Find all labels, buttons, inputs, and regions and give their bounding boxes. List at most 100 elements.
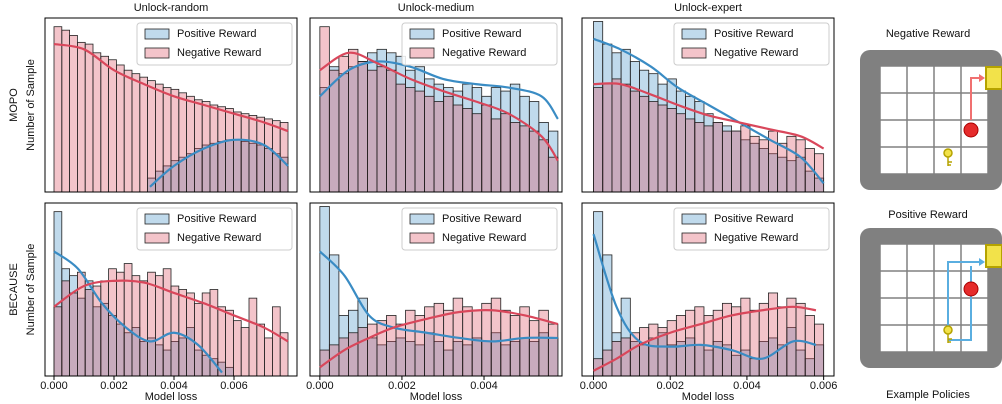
legend-swatch	[682, 48, 706, 58]
x-axis-label: Model loss	[145, 391, 198, 403]
bar	[358, 328, 368, 376]
bar	[612, 79, 621, 192]
bar	[741, 298, 750, 376]
bar	[510, 315, 520, 376]
bar	[529, 131, 539, 192]
legend-swatch	[410, 48, 434, 58]
bar	[233, 112, 241, 192]
bar	[453, 105, 463, 192]
bar	[329, 70, 339, 192]
bar	[194, 100, 202, 192]
bar	[722, 131, 731, 192]
bar	[444, 310, 454, 376]
bar	[226, 108, 234, 192]
bar	[257, 324, 265, 376]
x-tick-label: 0.000	[306, 380, 334, 392]
bar	[722, 303, 731, 376]
x-tick-label: 0.004	[470, 380, 498, 392]
legend-swatch	[682, 29, 706, 39]
panel: Unlock-mediumPositive RewardNegative Rew…	[310, 2, 562, 192]
bar	[272, 307, 280, 376]
bar	[85, 290, 93, 377]
bar	[520, 126, 530, 192]
ball	[964, 123, 978, 137]
panel-title: Unlock-random	[134, 2, 209, 14]
bar	[787, 136, 796, 192]
bar	[406, 88, 416, 192]
bar	[630, 91, 639, 192]
x-tick-label: 0.002	[100, 380, 128, 392]
legend-label: Negative Reward	[177, 232, 261, 244]
bar	[387, 70, 397, 192]
legend-label: Negative Reward	[177, 47, 261, 59]
bar	[85, 44, 93, 192]
bar	[320, 27, 330, 192]
panel: Unlock-randomMOPONumber of SamplePositiv…	[8, 2, 297, 192]
legend-label: Positive Reward	[442, 213, 521, 225]
y-axis-label: Number of Sample	[25, 244, 37, 336]
bar	[218, 107, 226, 192]
bar	[77, 42, 85, 192]
bar	[482, 303, 492, 376]
bar	[463, 307, 473, 376]
x-tick-label: 0.004	[160, 380, 188, 392]
bar	[472, 310, 482, 376]
bar	[124, 70, 132, 192]
x-tick-label: 0.004	[733, 380, 761, 392]
bar	[472, 114, 482, 192]
bar	[179, 93, 187, 192]
legend-swatch	[682, 214, 706, 224]
bar	[676, 114, 685, 192]
bar	[695, 307, 704, 376]
legend-swatch	[145, 29, 169, 39]
bar	[539, 140, 549, 192]
bar	[686, 310, 695, 376]
bar	[210, 105, 218, 192]
bar	[358, 62, 368, 193]
bar	[796, 303, 805, 376]
bar	[233, 321, 241, 376]
legend-label: Negative Reward	[442, 232, 526, 244]
bar	[778, 307, 787, 376]
legend-label: Positive Reward	[442, 28, 521, 40]
bar	[339, 338, 349, 376]
row-label: BECAUSE	[8, 263, 20, 316]
bar	[226, 310, 234, 376]
door	[986, 67, 1002, 89]
bar	[132, 74, 140, 192]
bar	[425, 96, 435, 192]
bar	[444, 96, 454, 192]
bar	[171, 89, 179, 192]
bar	[163, 269, 171, 376]
bar	[510, 122, 520, 192]
bar	[265, 119, 273, 192]
bar	[132, 276, 140, 376]
bar	[249, 115, 257, 192]
row-label: MOPO	[8, 88, 20, 122]
bar	[704, 126, 713, 192]
bar	[377, 321, 387, 376]
bar	[109, 269, 117, 376]
bar	[179, 290, 187, 377]
bar	[768, 293, 777, 376]
bar	[501, 114, 511, 192]
legend-swatch	[410, 233, 434, 243]
bar	[348, 333, 358, 376]
illustration-title: Negative Reward	[886, 28, 970, 40]
bar	[482, 105, 492, 192]
legend-label: Positive Reward	[714, 28, 793, 40]
bar	[194, 303, 202, 376]
bar	[640, 328, 649, 376]
ball	[964, 282, 978, 296]
bar	[367, 70, 377, 192]
bar	[163, 88, 171, 192]
bar	[814, 324, 823, 376]
bar	[54, 27, 62, 192]
x-tick-label: 0.006	[810, 380, 838, 392]
x-tick-label: 0.000	[40, 380, 68, 392]
bar	[750, 136, 759, 192]
bar	[491, 119, 501, 192]
bar	[649, 324, 658, 376]
legend-label: Positive Reward	[714, 213, 793, 225]
